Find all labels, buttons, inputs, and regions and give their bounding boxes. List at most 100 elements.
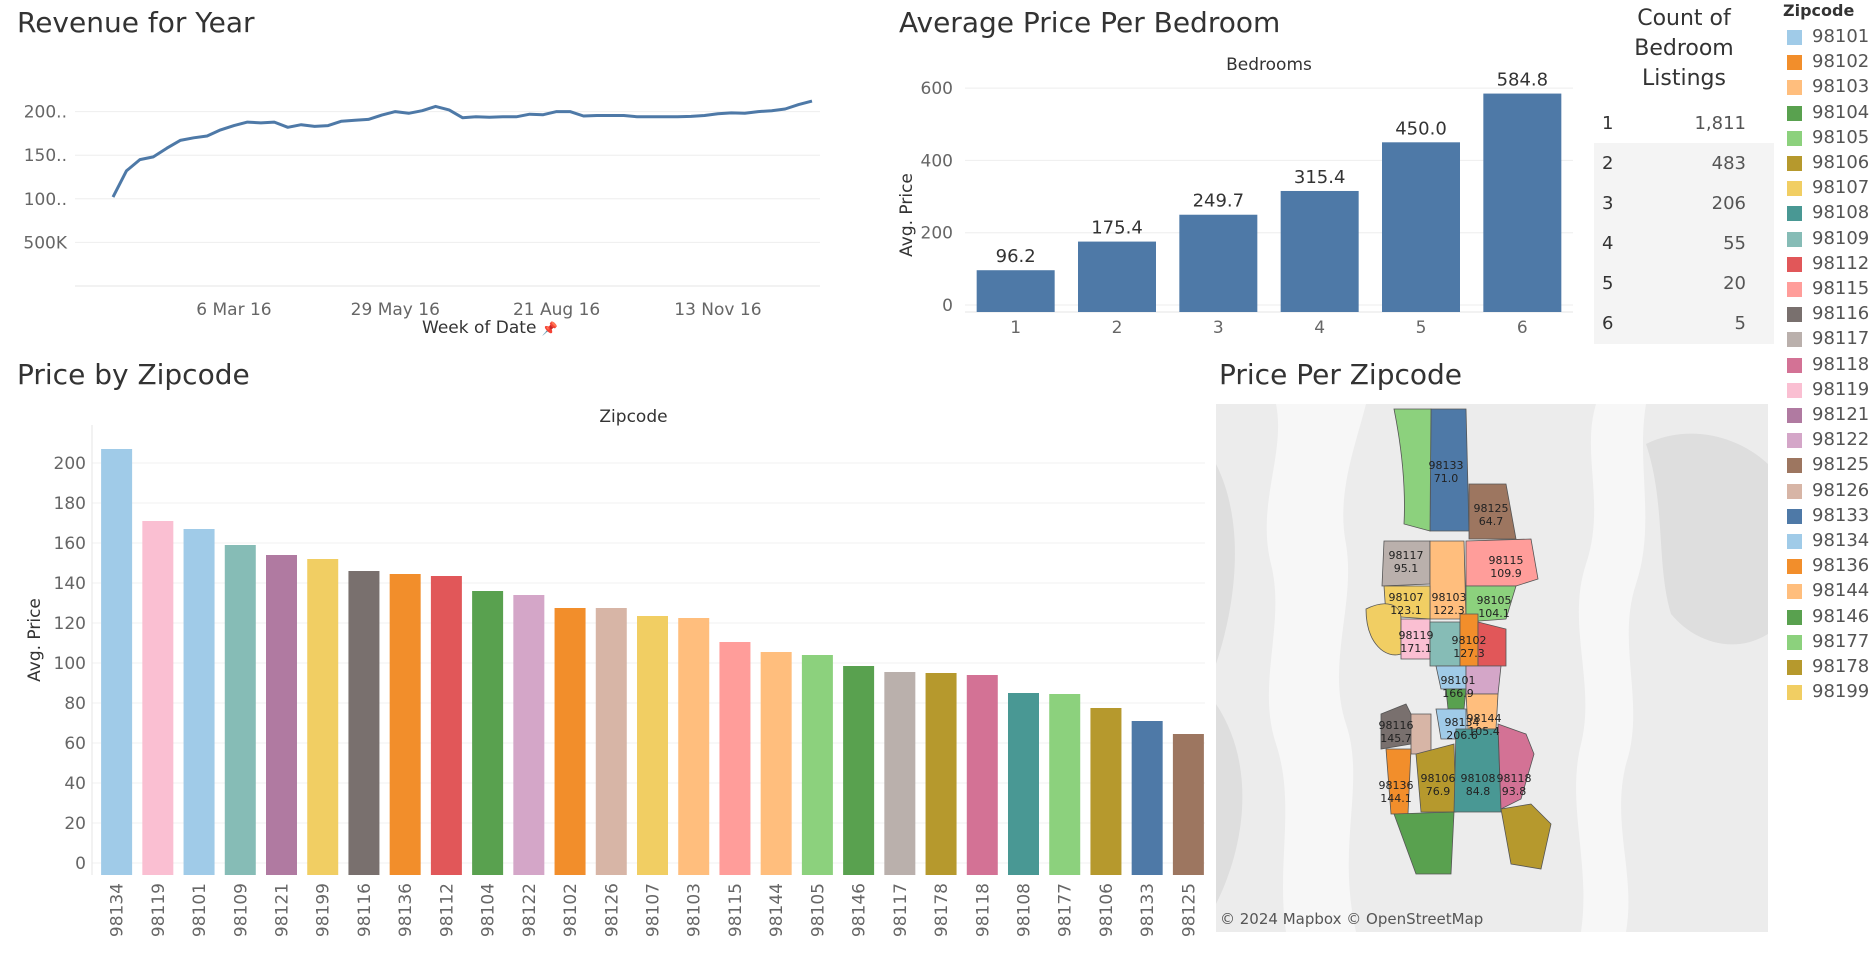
y-tick-label: 200: [921, 224, 953, 244]
bar[interactable]: [1483, 93, 1562, 312]
bar[interactable]: [884, 672, 916, 875]
bar[interactable]: [430, 576, 462, 875]
region-98125[interactable]: [1468, 483, 1517, 540]
bar[interactable]: [1008, 693, 1039, 875]
legend-item[interactable]: 98102: [1783, 51, 1875, 76]
bedroom-count: 483: [1711, 153, 1746, 174]
legend-item[interactable]: 98118: [1783, 354, 1875, 379]
bar[interactable]: [801, 655, 833, 875]
table-row[interactable]: 4 55: [1594, 224, 1774, 263]
legend-item[interactable]: 98117: [1783, 328, 1875, 353]
bar[interactable]: [183, 529, 215, 875]
revenue-line[interactable]: [111, 99, 813, 198]
region-98108[interactable]: [1453, 728, 1502, 813]
legend-item[interactable]: 98177: [1783, 631, 1875, 656]
bar[interactable]: [760, 652, 792, 875]
bedroom-count: 1,811: [1694, 113, 1746, 134]
bar[interactable]: [976, 270, 1055, 312]
region-98126[interactable]: [1410, 713, 1432, 755]
legend-item[interactable]: 98103: [1783, 76, 1875, 101]
bar[interactable]: [472, 591, 504, 875]
legend-item[interactable]: 98106: [1783, 152, 1875, 177]
legend-item[interactable]: 98199: [1783, 681, 1875, 706]
bar[interactable]: [348, 571, 380, 875]
legend-item[interactable]: 98125: [1783, 454, 1875, 479]
legend-item[interactable]: 98119: [1783, 379, 1875, 404]
legend-item[interactable]: 98121: [1783, 404, 1875, 429]
bar[interactable]: [513, 595, 545, 875]
map-attribution[interactable]: © 2024 Mapbox © OpenStreetMap: [1220, 910, 1484, 928]
x-tick-label: 3: [1213, 318, 1224, 338]
bar[interactable]: [266, 555, 297, 875]
bedroom-bar-chart[interactable]: Bedrooms 0 200 400 600 Avg. Price 96.2 1 175.4 2 2…: [890, 50, 1580, 350]
legend-item[interactable]: 98136: [1783, 555, 1875, 580]
legend-label: 98121: [1812, 404, 1870, 425]
bar[interactable]: [1382, 142, 1460, 312]
legend-label: 98105: [1812, 126, 1870, 148]
region-98115[interactable]: [1465, 538, 1539, 587]
bar[interactable]: [1078, 241, 1156, 312]
legend-item[interactable]: 98104: [1783, 102, 1875, 127]
bar[interactable]: [595, 608, 627, 875]
bar[interactable]: [101, 449, 133, 875]
table-row[interactable]: 1 1,811: [1594, 104, 1774, 143]
legend-item[interactable]: 98112: [1783, 253, 1875, 278]
legend-item[interactable]: 98101: [1783, 26, 1875, 51]
legend-item[interactable]: 98144: [1783, 580, 1875, 605]
bar[interactable]: [1090, 708, 1122, 875]
legend-item[interactable]: 98116: [1783, 303, 1875, 328]
table-row[interactable]: 2 483: [1594, 144, 1774, 183]
legend-label: 98133: [1812, 504, 1870, 526]
bar[interactable]: [637, 616, 668, 875]
legend-swatch: [1787, 307, 1802, 323]
legend-item[interactable]: 98122: [1783, 429, 1875, 454]
legend-item[interactable]: 98115: [1783, 278, 1875, 303]
region-98105[interactable]: [1465, 585, 1517, 623]
legend-item[interactable]: 98126: [1783, 480, 1875, 505]
bar[interactable]: [1179, 214, 1258, 312]
legend-item[interactable]: 98134: [1783, 530, 1875, 555]
map-zip-label: 98136: [1379, 779, 1414, 792]
y-tick-label: 80: [64, 694, 86, 714]
bar[interactable]: [1049, 694, 1081, 875]
revenue-line-chart[interactable]: 500K 100.. 150.. 200.. 6 Mar 16 29 May 16 21 A…: [0, 50, 830, 350]
bar[interactable]: [1131, 721, 1163, 875]
region-98112[interactable]: [1477, 621, 1507, 667]
table-row[interactable]: 3 206: [1594, 184, 1774, 223]
map-price-label: 145.7: [1380, 732, 1412, 745]
legend-item[interactable]: 98146: [1783, 606, 1875, 631]
region-98118[interactable]: [1497, 723, 1535, 810]
zipcode-map[interactable]: 98133 71.0 98125 64.7 98117 95.1 98115 109.9 981…: [1216, 404, 1768, 932]
bar[interactable]: [1172, 734, 1204, 875]
zipcode-bar-chart[interactable]: Zipcode 0 20 40 60 80 100 120 140 160 180 200 Avg. P…: [0, 400, 1210, 960]
legend-item[interactable]: 98178: [1783, 656, 1875, 681]
bar[interactable]: [142, 521, 174, 875]
map-price-label: 171.1: [1400, 642, 1432, 655]
bar[interactable]: [843, 666, 875, 875]
x-tick-label: 6 Mar 16: [196, 300, 271, 320]
x-tick-label: 98103: [685, 883, 705, 937]
pin-icon[interactable]: 📌: [541, 322, 558, 337]
region-98178[interactable]: [1500, 803, 1552, 870]
y-tick-label: 150..: [24, 146, 67, 166]
legend-item[interactable]: 98105: [1783, 127, 1875, 152]
bar[interactable]: [966, 675, 998, 875]
bar[interactable]: [554, 608, 586, 875]
region-98177[interactable]: [1393, 408, 1432, 532]
legend-item[interactable]: 98107: [1783, 177, 1875, 202]
bar[interactable]: [224, 545, 256, 875]
map-price-label: 123.1: [1390, 604, 1422, 617]
table-row[interactable]: 5 20: [1594, 264, 1774, 303]
bar[interactable]: [678, 618, 710, 875]
x-tick-label: 98101: [190, 883, 210, 937]
region-98146[interactable]: [1393, 811, 1455, 875]
bar[interactable]: [719, 642, 751, 875]
legend-item[interactable]: 98108: [1783, 202, 1875, 227]
legend-item[interactable]: 98133: [1783, 505, 1875, 530]
bar[interactable]: [1280, 190, 1359, 312]
bar[interactable]: [925, 673, 957, 875]
legend-item[interactable]: 98109: [1783, 228, 1875, 253]
bar[interactable]: [389, 574, 421, 875]
bar[interactable]: [307, 559, 339, 875]
